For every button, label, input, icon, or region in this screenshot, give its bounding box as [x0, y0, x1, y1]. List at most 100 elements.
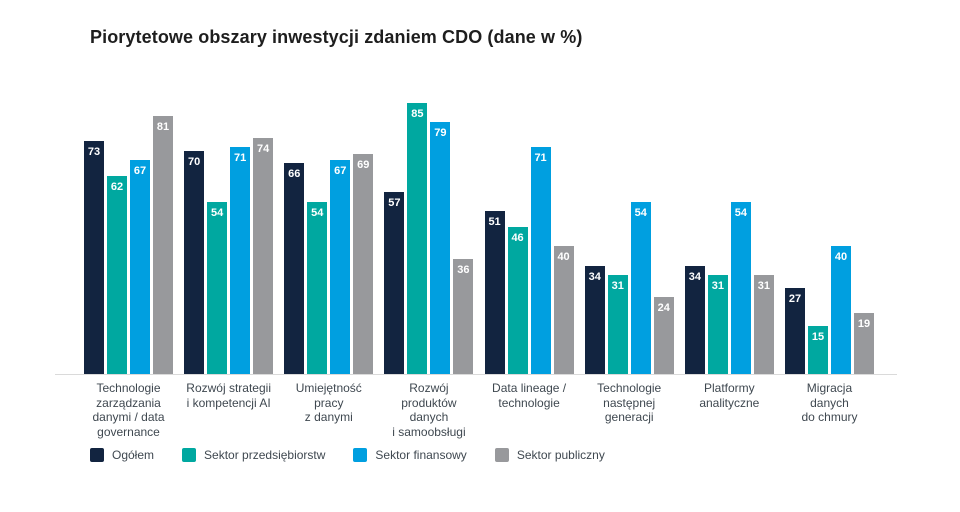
bar-ogolem: 66: [284, 163, 305, 374]
x-axis-label: Data lineage / technologie: [492, 381, 567, 410]
x-axis-label-cell: Umiejętność pracy z danymi: [284, 381, 373, 443]
bar-sektor-finansowy: 54: [630, 201, 651, 374]
bar-sektor-przedsiebiorstw: 54: [307, 201, 328, 374]
bar-value-label: 36: [457, 264, 470, 277]
bar-value-label: 66: [288, 168, 301, 181]
bar-sektor-finansowy: 54: [730, 201, 751, 374]
bar-sektor-finansowy: 67: [330, 160, 351, 374]
bar-value-label: 69: [357, 158, 370, 171]
legend-label: Ogółem: [112, 448, 155, 462]
x-axis-label-cell: Platformy analityczne: [685, 381, 774, 443]
x-axis-labels: Technologie zarządzania danymi / data go…: [84, 381, 874, 443]
bar-ogolem: 57: [384, 192, 405, 374]
x-axis-label-cell: Technologie zarządzania danymi / data go…: [84, 381, 173, 443]
x-axis-label: Rozwój strategii i kompetencji AI: [186, 381, 271, 410]
bar-value-label: 51: [488, 216, 501, 229]
legend-item-sektor-publiczny: Sektor publiczny: [494, 448, 605, 462]
bar-group-technologie: 34 31 54 24: [584, 90, 674, 374]
bar-value-label: 67: [334, 165, 347, 178]
bar-group-rozwoj: 57 85 79 36: [384, 90, 474, 374]
x-axis-label-cell: Rozwój produktów danych i samoobsługi: [384, 381, 473, 443]
bar-value-label: 62: [110, 181, 124, 194]
bar-sektor-finansowy: 71: [230, 147, 251, 374]
bar-sektor-finansowy: 71: [530, 147, 551, 374]
bar-group-technologie: 73 62 67 81: [84, 90, 173, 374]
bar-value-label: 57: [388, 197, 401, 210]
bar-sektor-finansowy: 40: [830, 246, 851, 374]
legend-item-sektor-finansowy: Sektor finansowy: [353, 448, 467, 462]
bar-ogolem: 27: [784, 287, 805, 374]
bar-value-label: 85: [411, 107, 424, 120]
bar-value-label: 54: [734, 206, 747, 219]
bar-value-label: 54: [634, 206, 647, 219]
x-axis-label: Rozwój produktów danych i samoobsługi: [392, 381, 466, 439]
bar-ogolem: 34: [584, 265, 605, 374]
bar-ogolem: 73: [84, 141, 104, 374]
bar-value-label: 15: [811, 331, 825, 344]
bar-value-label: 27: [788, 292, 802, 305]
bar-value-label: 70: [188, 155, 201, 168]
bar-value-label: 31: [757, 280, 770, 293]
x-axis-label: Platformy analityczne: [699, 381, 760, 410]
bar-group-platformy: 34 31 54 31: [684, 90, 774, 374]
bar-group-migracja: 27 15 40 19: [784, 90, 874, 374]
x-axis-label-cell: Technologie następnej generacji: [585, 381, 674, 443]
legend: Ogółem Sektor przedsiębiorstw Sektor finan…: [90, 448, 605, 462]
bar-sektor-przedsiebiorstw: 31: [707, 275, 728, 374]
bar-value-label: 54: [211, 206, 224, 219]
legend-item-ogolem: Ogółem: [90, 448, 154, 462]
plot-area: 73 62 67 81 70 54 71 74 66 54 67 69 57 85 79 36 51 46 71 40…: [84, 90, 874, 374]
bar-group-umiejetnosc: 66 54 67 69: [284, 90, 374, 374]
bar-value-label: 67: [133, 165, 147, 178]
bar-sektor-przedsiebiorstw: 62: [107, 176, 127, 374]
bar-value-label: 19: [857, 318, 871, 331]
legend-label: Sektor publiczny: [516, 448, 605, 462]
bar-sektor-publiczny: 74: [253, 137, 274, 374]
bar-sektor-przedsiebiorstw: 46: [507, 227, 528, 374]
bar-sektor-przedsiebiorstw: 15: [807, 326, 828, 374]
bar-value-label: 46: [511, 232, 524, 245]
x-axis-label: Umiejętność pracy z danymi: [295, 381, 362, 424]
bar-sektor-przedsiebiorstw: 85: [407, 102, 428, 374]
legend-label: Sektor finansowy: [375, 448, 467, 462]
bar-sektor-publiczny: 81: [153, 115, 173, 374]
legend-label: Sektor przedsiębiorstw: [204, 448, 326, 462]
bar-value-label: 34: [588, 270, 601, 283]
bar-value-label: 40: [557, 251, 570, 264]
x-axis-line: [55, 374, 897, 375]
bar-sektor-przedsiebiorstw: 54: [207, 201, 228, 374]
legend-item-sektor-przedsiebiorstw: Sektor przedsiębiorstw: [182, 448, 325, 462]
bar-value-label: 73: [87, 146, 101, 159]
bar-value-label: 71: [234, 152, 247, 165]
bar-ogolem: 34: [684, 265, 705, 374]
bar-value-label: 31: [711, 280, 724, 293]
bar-value-label: 24: [657, 302, 670, 315]
bar-sektor-publiczny: 24: [653, 297, 674, 374]
bar-sektor-publiczny: 69: [353, 153, 374, 374]
bar-value-label: 71: [534, 152, 547, 165]
x-axis-label: Technologie następnej generacji: [597, 381, 662, 424]
bar-value-label: 74: [257, 142, 270, 155]
bar-sektor-publiczny: 31: [753, 275, 774, 374]
bar-sektor-publiczny: 19: [853, 313, 874, 374]
bar-ogolem: 51: [484, 211, 505, 374]
bar-value-label: 40: [834, 251, 848, 264]
bar-group-rozwoj-strategii: 70 54 71 74: [184, 90, 274, 374]
chart-title: Piorytetowe obszary inwestycji zdaniem C…: [90, 27, 583, 47]
bar-group-data-lineage: 51 46 71 40: [484, 90, 574, 374]
bar-sektor-publiczny: 36: [453, 259, 474, 374]
x-axis-label-cell: Migracja danych do chmury: [785, 381, 874, 443]
bar-sektor-finansowy: 79: [430, 121, 451, 374]
bar-sektor-finansowy: 67: [130, 160, 150, 374]
legend-swatch-icon: [353, 448, 368, 462]
bar-sektor-publiczny: 40: [553, 246, 574, 374]
legend-swatch-icon: [90, 448, 104, 462]
bar-value-label: 54: [311, 206, 324, 219]
bar-value-label: 31: [611, 280, 624, 293]
x-axis-label-cell: Rozwój strategii i kompetencji AI: [184, 381, 273, 443]
bar-value-label: 81: [156, 120, 170, 133]
bar-sektor-przedsiebiorstw: 31: [607, 275, 628, 374]
legend-swatch-icon: [182, 448, 197, 462]
bar-ogolem: 70: [184, 150, 205, 374]
